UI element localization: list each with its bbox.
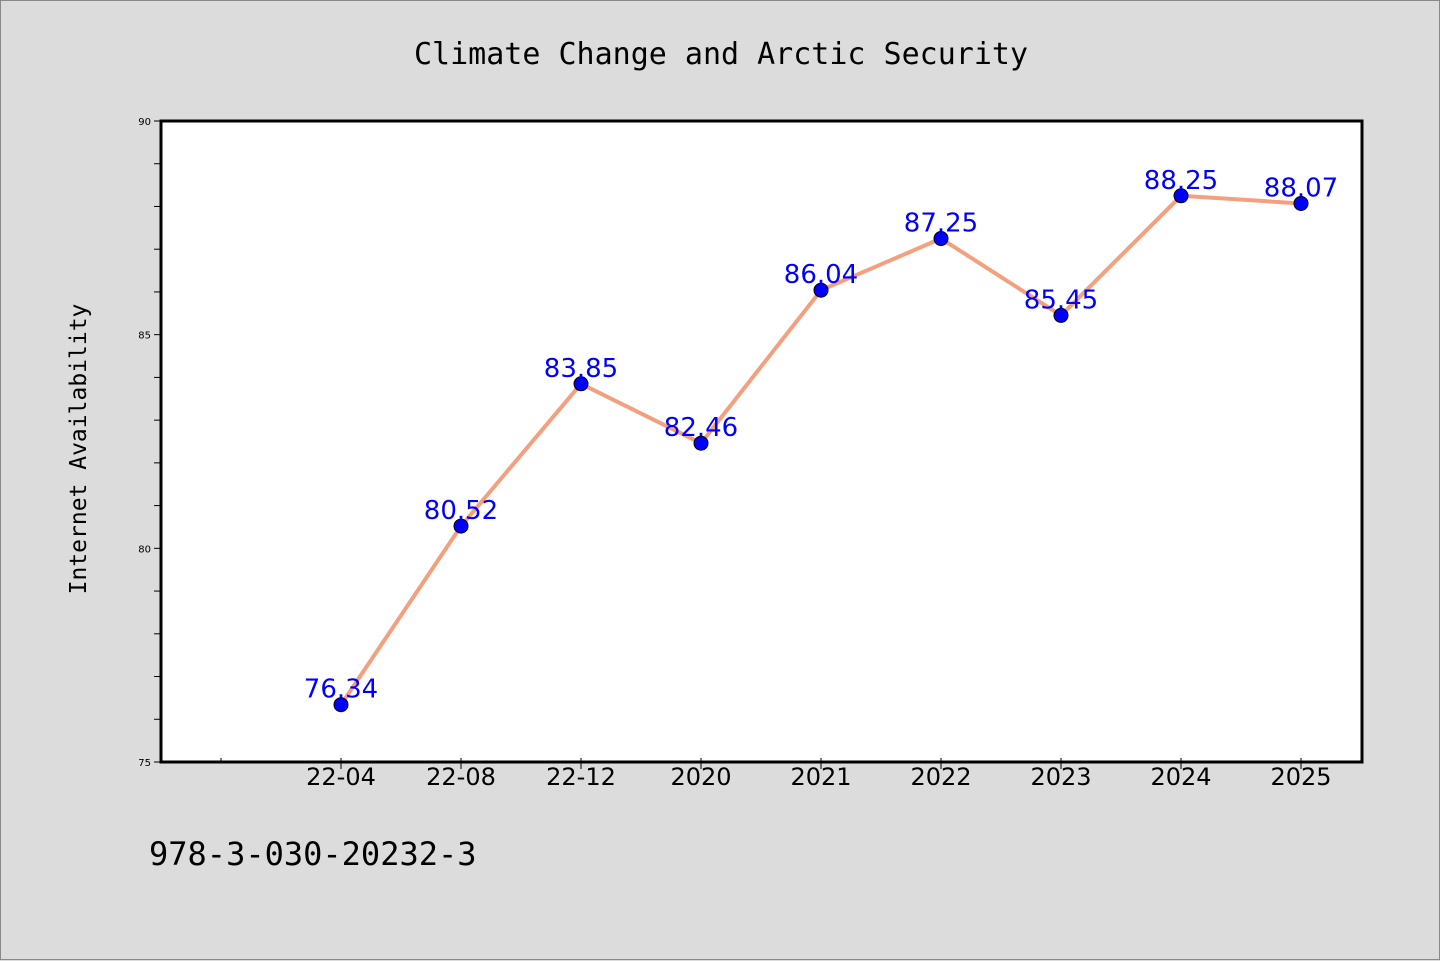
data-point (333, 697, 349, 713)
data-labels: 76.34 80.52 83.85 82.46 86.04 87.25 85.45 88.25… (304, 166, 1338, 705)
data-label: 82.46 (664, 413, 738, 443)
x-tick-label: 2021 (790, 763, 851, 791)
y-tick-label: 85 (138, 331, 151, 342)
x-axis: 22-04 22-08 22-12 2020 2021 2022 2023 2024 2025 (220, 758, 1332, 791)
x-tick-label: 2023 (1030, 763, 1091, 791)
data-label: 80.52 (424, 496, 498, 526)
data-point (1053, 307, 1069, 323)
x-tick-label: 2024 (1150, 763, 1211, 791)
data-label: 88.25 (1144, 166, 1218, 196)
y-tick-label: 80 (138, 544, 151, 555)
data-point (933, 231, 949, 247)
data-point (573, 376, 589, 392)
data-label: 86.04 (784, 260, 858, 290)
data-point (1173, 188, 1189, 204)
x-tick-label: 2022 (910, 763, 971, 791)
data-label: 87.25 (904, 209, 978, 239)
data-label: 85.45 (1024, 285, 1098, 315)
data-point (1293, 195, 1309, 211)
data-point (813, 282, 829, 298)
x-tick-label: 2025 (1270, 763, 1331, 791)
series-points (333, 188, 1309, 713)
data-point (453, 518, 469, 534)
data-label: 83.85 (544, 354, 618, 384)
data-label: 76.34 (304, 675, 378, 705)
y-axis-label: Internet Availability (66, 304, 92, 595)
footer-isbn: 978-3-030-20232-3 (149, 835, 477, 873)
y-tick-label: 75 (138, 758, 151, 769)
y-tick-label: 90 (138, 117, 151, 128)
data-label: 88.07 (1264, 173, 1338, 203)
x-tick-label: 2020 (670, 763, 731, 791)
x-tick-label: 22-12 (546, 763, 616, 791)
y-axis: 75 80 85 90 (138, 117, 161, 769)
plot-area (159, 119, 1364, 764)
data-point (693, 435, 709, 451)
chart-title: Climate Change and Arctic Security (414, 37, 1028, 72)
x-tick-label: 22-04 (306, 763, 376, 791)
x-tick-label: 22-08 (426, 763, 496, 791)
